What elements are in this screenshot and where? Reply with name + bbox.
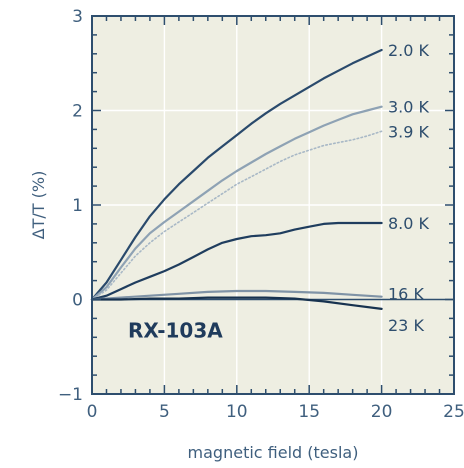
y-tick-labels: −1 0 1 2 3 (58, 7, 83, 405)
y-tick-label: −1 (58, 385, 83, 405)
series-label: 8.0 K (388, 214, 430, 233)
x-tick-label: 0 (87, 402, 98, 422)
y-axis-title: ΔT/T (%) (29, 171, 48, 240)
ticks (91, 15, 455, 395)
series-line (90, 289, 383, 301)
series-label: 3.0 K (388, 98, 430, 117)
x-tick-label: 5 (159, 402, 170, 422)
model-label: RX-103A (128, 318, 223, 342)
y-tick-label: 3 (72, 7, 83, 27)
grid (92, 16, 454, 394)
series-label: 16 K (388, 285, 424, 304)
x-axis-title: magnetic field (tesla) (188, 443, 359, 462)
series-lines (90, 48, 383, 310)
x-tick-labels: 0 5 10 15 20 25 (87, 402, 464, 422)
series-line (90, 296, 383, 310)
series-line (90, 221, 383, 301)
series-label: 3.9 K (388, 122, 430, 141)
x-tick-label: 10 (226, 402, 248, 422)
y-tick-label: 1 (72, 196, 83, 216)
x-tick-label: 20 (371, 402, 393, 422)
x-tick-label: 25 (443, 402, 464, 422)
series-label: 2.0 K (388, 41, 430, 60)
series-line (90, 48, 383, 301)
y-tick-label: 2 (72, 102, 83, 122)
series-labels: 2.0 K 3.0 K 3.9 K 8.0 K 16 K 23 K (388, 41, 430, 335)
series-line (91, 130, 383, 301)
x-tick-label: 15 (298, 402, 320, 422)
y-tick-label: 0 (72, 291, 83, 311)
series-line (90, 105, 383, 301)
series-label: 23 K (388, 316, 424, 335)
